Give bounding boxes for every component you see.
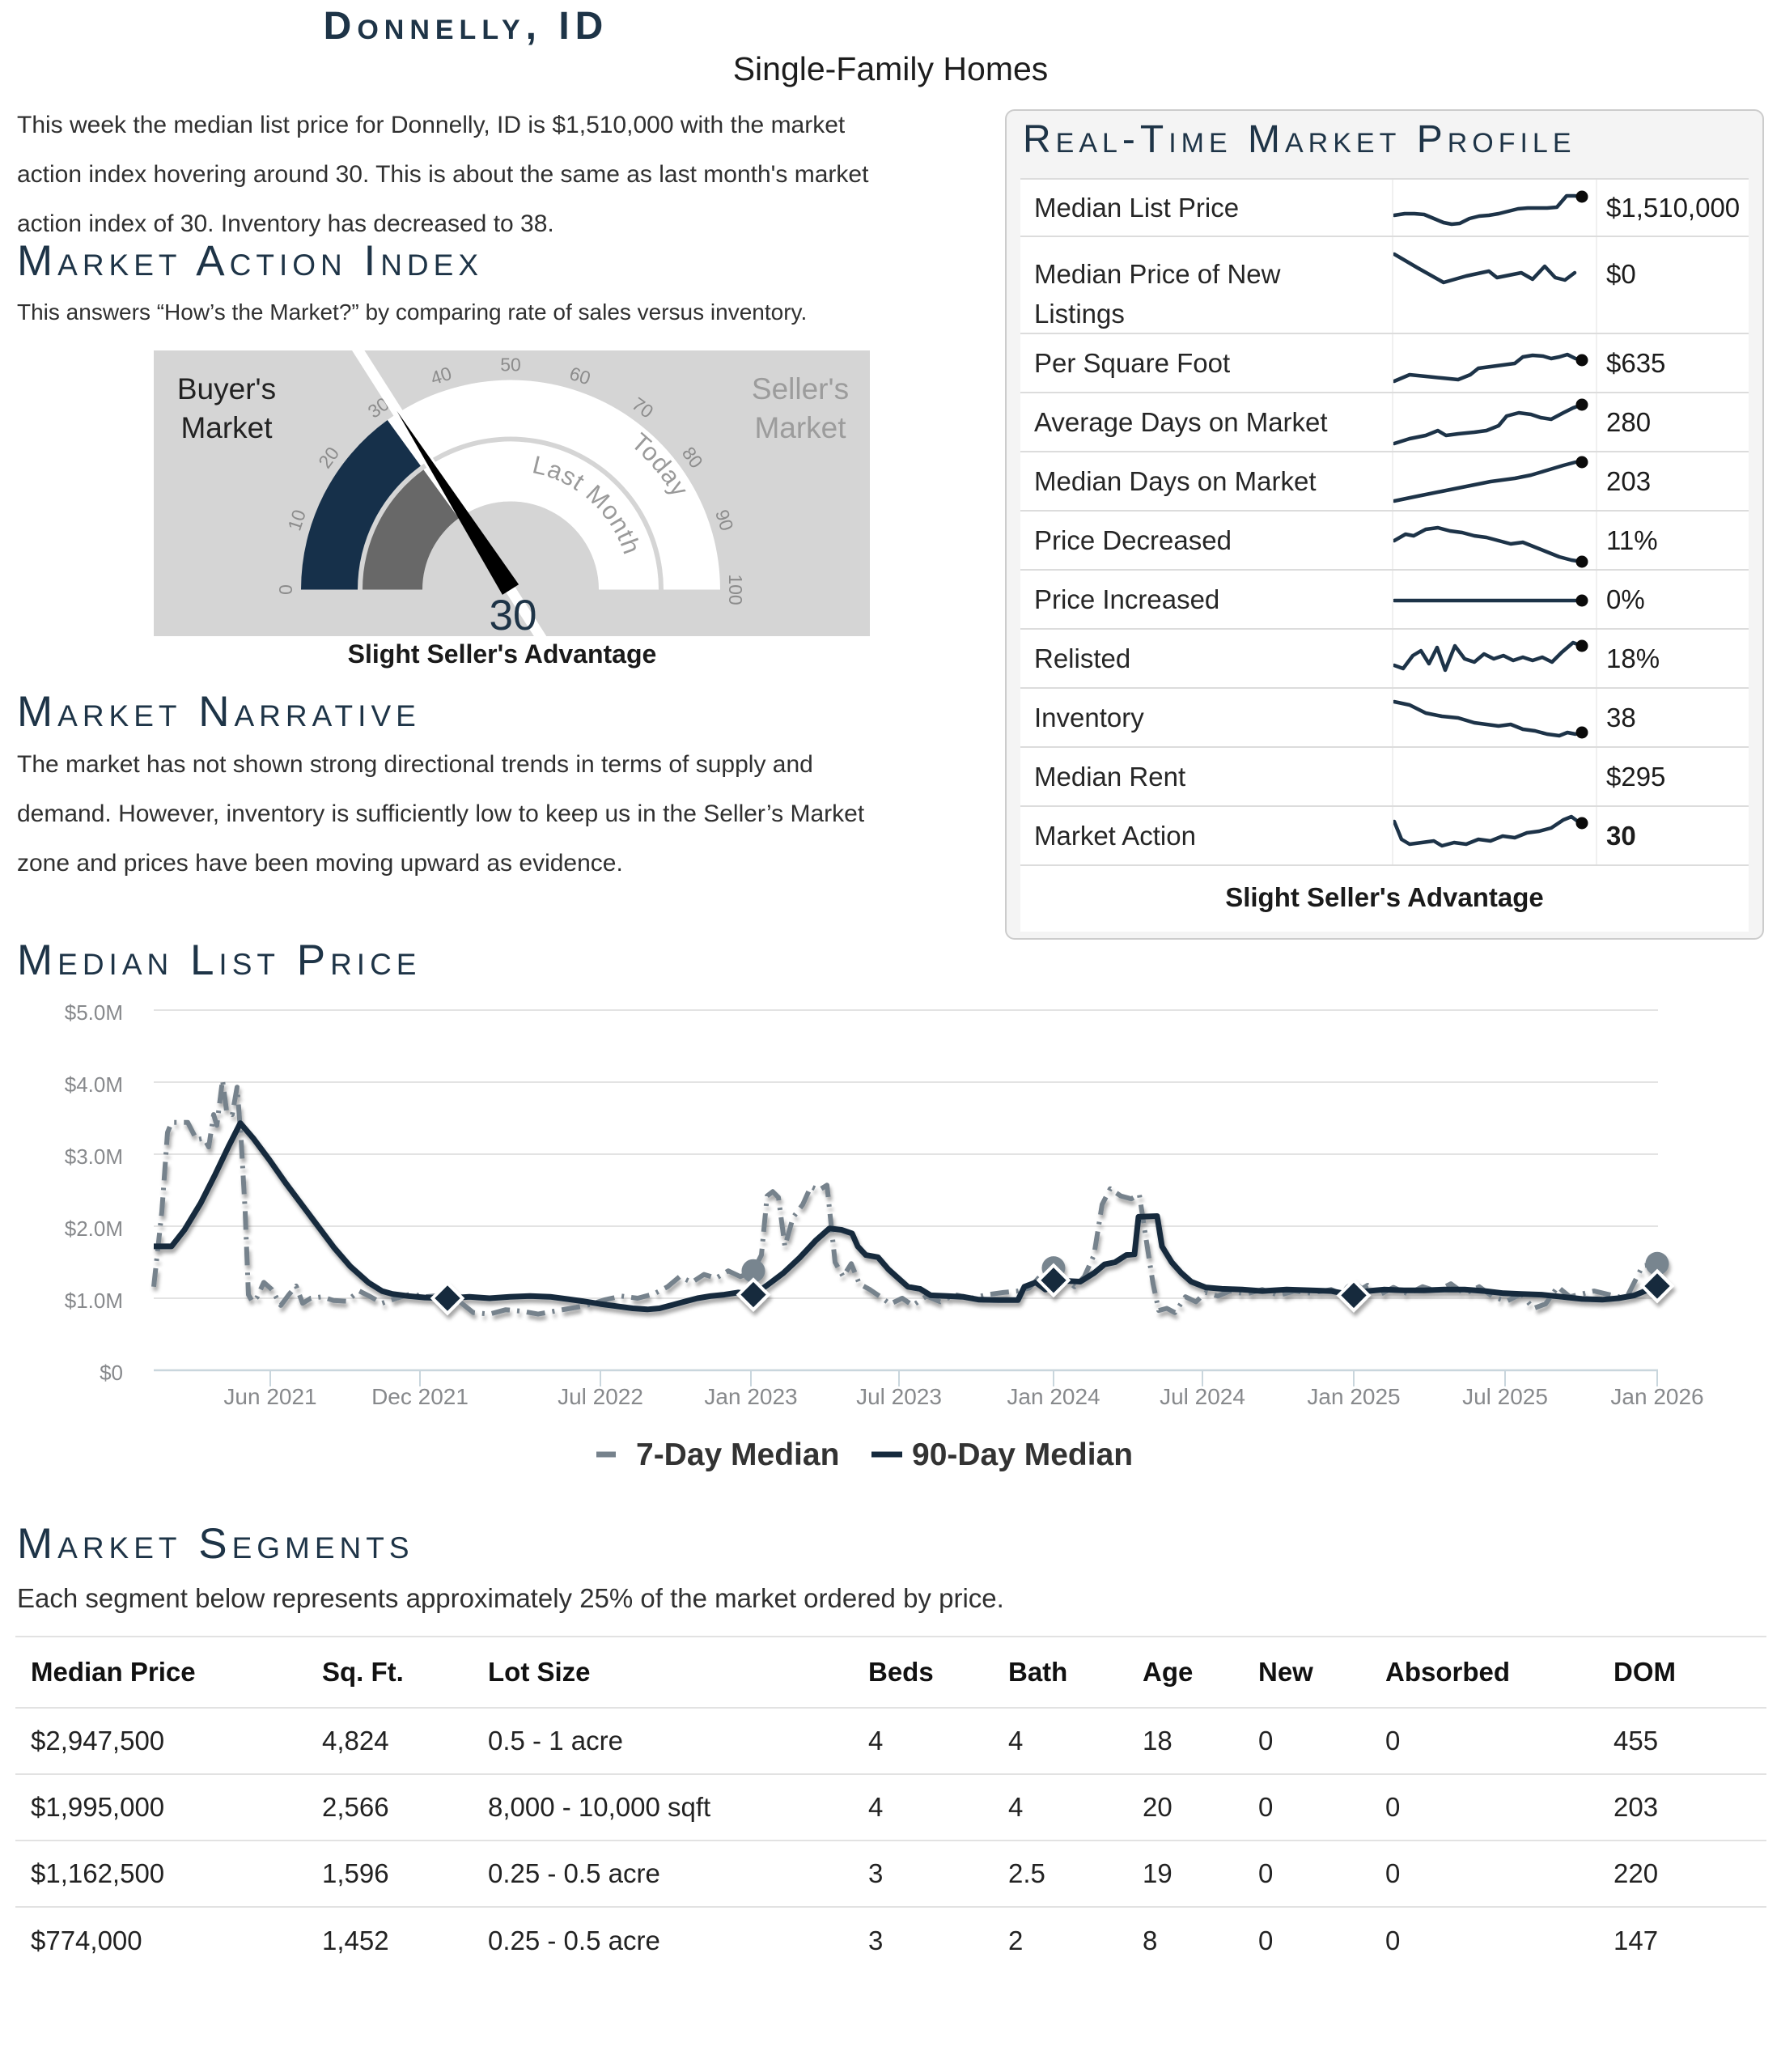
svg-text:$5.0M: $5.0M [65, 1000, 123, 1025]
svg-text:Jul 2022: Jul 2022 [558, 1384, 643, 1409]
svg-text:$1.0M: $1.0M [65, 1289, 123, 1313]
svg-text:Jul 2023: Jul 2023 [856, 1384, 942, 1409]
svg-text:$3.0M: $3.0M [65, 1144, 123, 1169]
svg-text:Market: Market [754, 411, 846, 444]
svg-text:Buyer's: Buyer's [177, 372, 276, 405]
svg-text:90-Day Median: 90-Day Median [912, 1437, 1133, 1472]
svg-text:7-Day Median: 7-Day Median [636, 1437, 839, 1472]
svg-text:$0: $0 [100, 1361, 123, 1385]
svg-text:30: 30 [490, 592, 537, 636]
svg-text:Jul 2025: Jul 2025 [1462, 1384, 1548, 1409]
svg-text:Dec 2021: Dec 2021 [371, 1384, 469, 1409]
svg-text:100: 100 [725, 574, 746, 605]
svg-text:$2.0M: $2.0M [65, 1216, 123, 1241]
svg-text:Jul 2024: Jul 2024 [1160, 1384, 1245, 1409]
svg-text:Jan 2023: Jan 2023 [704, 1384, 797, 1409]
svg-text:Jan 2026: Jan 2026 [1610, 1384, 1703, 1409]
svg-text:Jan 2024: Jan 2024 [1007, 1384, 1100, 1409]
svg-text:50: 50 [500, 355, 521, 376]
svg-text:Jan 2025: Jan 2025 [1307, 1384, 1400, 1409]
svg-text:Market: Market [180, 411, 273, 444]
svg-text:Seller's: Seller's [752, 372, 849, 405]
svg-text:$4.0M: $4.0M [65, 1072, 123, 1097]
svg-text:Jun 2021: Jun 2021 [223, 1384, 316, 1409]
svg-text:0: 0 [275, 584, 296, 595]
